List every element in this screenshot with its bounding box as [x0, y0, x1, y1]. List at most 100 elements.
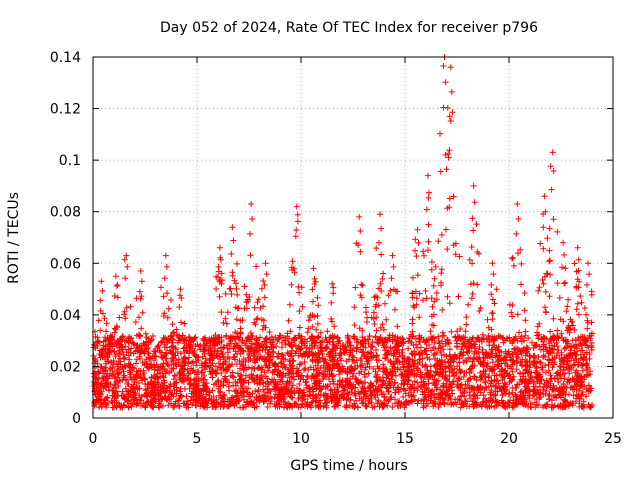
data-point: [189, 401, 196, 408]
data-point: [373, 245, 380, 252]
data-point: [265, 396, 272, 403]
data-point: [268, 344, 275, 351]
data-point: [537, 240, 544, 247]
data-point: [312, 350, 319, 357]
data-point: [315, 402, 322, 408]
data-point: [522, 369, 529, 376]
data-point: [543, 388, 550, 394]
data-point: [176, 292, 183, 299]
data-point: [534, 369, 541, 376]
data-point: [92, 401, 99, 408]
data-point: [113, 340, 120, 347]
data-point: [149, 380, 156, 387]
data-point: [510, 357, 517, 364]
data-point: [159, 363, 166, 370]
data-point: [469, 358, 476, 365]
data-point: [464, 349, 471, 356]
data-point: [168, 343, 175, 350]
data-point: [372, 303, 379, 310]
x-tick-label: 15: [396, 431, 414, 447]
data-point: [380, 403, 387, 410]
data-point: [253, 403, 260, 410]
data-point: [546, 247, 553, 254]
data-point: [437, 130, 443, 137]
data-point: [471, 348, 478, 355]
data-point: [404, 368, 411, 374]
data-point: [310, 265, 317, 272]
data-point: [566, 391, 572, 398]
data-point: [169, 355, 176, 362]
data-point: [243, 366, 250, 373]
data-point: [204, 385, 210, 392]
data-point: [501, 360, 508, 367]
data-point: [444, 377, 451, 383]
data-point: [574, 244, 581, 251]
data-point: [297, 360, 304, 367]
data-point: [173, 326, 180, 333]
data-point: [161, 275, 168, 282]
data-point: [94, 360, 101, 367]
data-point: [99, 287, 106, 294]
data-point: [224, 342, 231, 349]
data-point: [373, 373, 379, 380]
data-point: [524, 392, 531, 399]
data-point: [296, 389, 303, 396]
data-point: [280, 356, 287, 362]
data-point: [519, 356, 526, 363]
data-point: [209, 355, 216, 362]
data-point: [401, 364, 408, 371]
data-point: [218, 378, 225, 385]
y-tick-label: 0.12: [50, 102, 81, 118]
data-point: [337, 365, 344, 372]
data-point: [331, 403, 338, 410]
data-point: [295, 352, 302, 359]
data-point: [422, 363, 428, 370]
data-point: [575, 256, 582, 263]
data-point: [288, 281, 295, 288]
data-point: [224, 403, 231, 410]
data-point: [293, 365, 300, 372]
data-point: [288, 264, 295, 271]
data-point: [539, 386, 546, 393]
data-point: [561, 251, 568, 258]
data-point: [237, 345, 244, 352]
data-point: [554, 280, 561, 287]
data-point: [371, 321, 378, 327]
data-point: [568, 384, 575, 391]
data-point: [305, 385, 312, 392]
data-point: [213, 286, 220, 292]
data-point: [522, 376, 529, 382]
data-point: [522, 328, 529, 335]
data-point: [515, 250, 521, 257]
data-point: [362, 379, 368, 386]
data-point: [400, 381, 407, 388]
data-point: [329, 280, 336, 287]
data-point: [202, 355, 209, 362]
data-point: [91, 341, 98, 348]
data-point: [375, 285, 382, 292]
data-point: [546, 293, 553, 300]
data-point: [429, 303, 436, 310]
data-point: [187, 345, 194, 352]
data-point: [331, 333, 338, 340]
data-point: [398, 386, 404, 393]
data-point: [137, 397, 144, 404]
data-point: [252, 388, 259, 395]
data-point: [275, 353, 282, 360]
data-point: [509, 376, 516, 382]
data-point: [294, 385, 300, 392]
data-point: [233, 342, 240, 349]
data-point: [260, 380, 267, 387]
data-point: [563, 361, 570, 368]
data-point: [534, 323, 541, 330]
data-point: [248, 371, 255, 378]
data-point: [113, 323, 120, 330]
data-point: [240, 396, 247, 403]
data-point: [566, 370, 573, 377]
data-point: [304, 329, 311, 336]
data-point: [231, 388, 238, 395]
data-point: [193, 362, 200, 369]
data-point: [138, 349, 144, 356]
data-point: [125, 335, 132, 342]
data-point: [464, 338, 471, 345]
